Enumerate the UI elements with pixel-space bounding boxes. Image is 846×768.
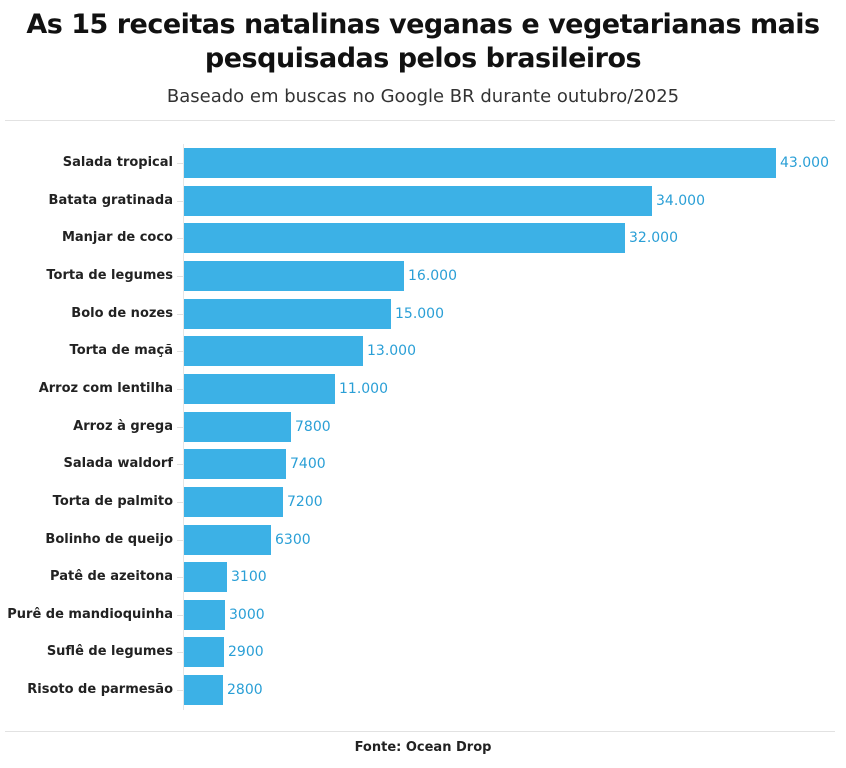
category-label: Salada tropical xyxy=(62,155,173,170)
category-label: Batata gratinada xyxy=(48,192,173,208)
value-label: 7800 xyxy=(295,418,331,435)
value-label: 2800 xyxy=(227,682,263,699)
category-label: Risoto de parmesão xyxy=(27,682,173,698)
bar-row: Torta de palmito 7200 xyxy=(0,486,846,517)
axis-tick xyxy=(177,464,183,466)
bar xyxy=(184,336,363,367)
bar xyxy=(184,562,227,593)
category-label: Torta de legumes xyxy=(46,267,173,283)
bar-row: Risoto de parmesão 2800 xyxy=(0,675,846,706)
category-label: Arroz à grega xyxy=(73,418,173,434)
bar xyxy=(184,298,391,329)
axis-tick xyxy=(177,426,183,428)
value-label: 7400 xyxy=(290,456,326,473)
y-axis-line xyxy=(183,144,184,710)
bar xyxy=(184,524,271,555)
value-label: 32.000 xyxy=(629,230,678,247)
bar-row: Torta de maçã 13.000 xyxy=(0,336,846,367)
chart-title-line2: pesquisadas pelos brasileiros xyxy=(204,43,642,74)
bar-row: Manjar de coco 32.000 xyxy=(0,223,846,254)
category-label: Purê de mandioquinha xyxy=(7,606,173,622)
bar-row: Arroz com lentilha 11.000 xyxy=(0,373,846,404)
value-label: 16.000 xyxy=(408,267,457,284)
axis-tick xyxy=(177,200,183,202)
bar xyxy=(184,637,224,668)
axis-tick xyxy=(177,313,183,315)
bar-row: Salada tropical 43.000 xyxy=(0,148,846,178)
value-label: 6300 xyxy=(275,531,311,548)
bar-row: Suflê de legumes 2900 xyxy=(0,637,846,668)
axis-tick xyxy=(177,275,183,277)
axis-tick xyxy=(177,351,183,353)
category-label: Torta de maçã xyxy=(69,343,173,359)
value-label: 15.000 xyxy=(395,305,444,322)
chart-title-line1: As 15 receitas natalinas veganas e veget… xyxy=(26,9,820,40)
bar xyxy=(184,599,225,630)
axis-tick xyxy=(177,577,183,579)
axis-tick xyxy=(177,163,183,164)
axis-tick xyxy=(177,539,183,541)
category-label: Suflê de legumes xyxy=(46,644,173,660)
value-label: 43.000 xyxy=(780,155,829,171)
bar xyxy=(184,185,652,216)
category-label: Bolo de nozes xyxy=(71,305,173,321)
category-label: Bolinho de queijo xyxy=(45,531,173,547)
value-label: 3000 xyxy=(229,606,265,623)
bar-row: Bolinho de queijo 6300 xyxy=(0,524,846,555)
bar-row: Arroz à grega 7800 xyxy=(0,411,846,442)
bar-row: Batata gratinada 34.000 xyxy=(0,185,846,216)
axis-tick xyxy=(177,690,183,692)
chart-subtitle: Baseado em buscas no Google BR durante o… xyxy=(166,86,680,107)
bar xyxy=(184,486,283,517)
value-label: 13.000 xyxy=(367,343,416,360)
axis-tick xyxy=(177,238,183,240)
bar xyxy=(184,449,286,480)
axis-tick xyxy=(177,614,183,616)
category-label: Manjar de coco xyxy=(61,230,173,246)
bar-row: Purê de mandioquinha 3000 xyxy=(0,599,846,630)
bar xyxy=(184,411,291,442)
chart-title: As 15 receitas natalinas veganas e veget… xyxy=(0,8,846,76)
bar-row: Patê de azeitona 3100 xyxy=(0,562,846,593)
category-label: Torta de palmito xyxy=(52,493,173,509)
axis-tick xyxy=(177,652,183,654)
source-note: Fonte: Ocean Drop xyxy=(354,740,492,755)
bar xyxy=(184,148,776,178)
bar-row: Salada waldorf 7400 xyxy=(0,449,846,480)
category-label: Salada waldorf xyxy=(63,456,173,472)
footer-divider xyxy=(5,731,835,732)
bar xyxy=(184,223,625,254)
bar xyxy=(184,675,223,706)
bar-row: Torta de legumes 16.000 xyxy=(0,260,846,291)
value-label: 3100 xyxy=(231,569,267,586)
bar-row: Bolo de nozes 15.000 xyxy=(0,298,846,329)
header-divider xyxy=(5,120,835,121)
axis-tick xyxy=(177,501,183,503)
bar xyxy=(184,373,335,404)
axis-tick xyxy=(177,388,183,390)
category-label: Arroz com lentilha xyxy=(38,380,173,396)
value-label: 7200 xyxy=(287,493,323,510)
category-label: Patê de azeitona xyxy=(50,569,173,585)
value-label: 11.000 xyxy=(339,380,388,397)
value-label: 2900 xyxy=(228,644,264,661)
bar xyxy=(184,260,404,291)
value-label: 34.000 xyxy=(656,192,705,209)
